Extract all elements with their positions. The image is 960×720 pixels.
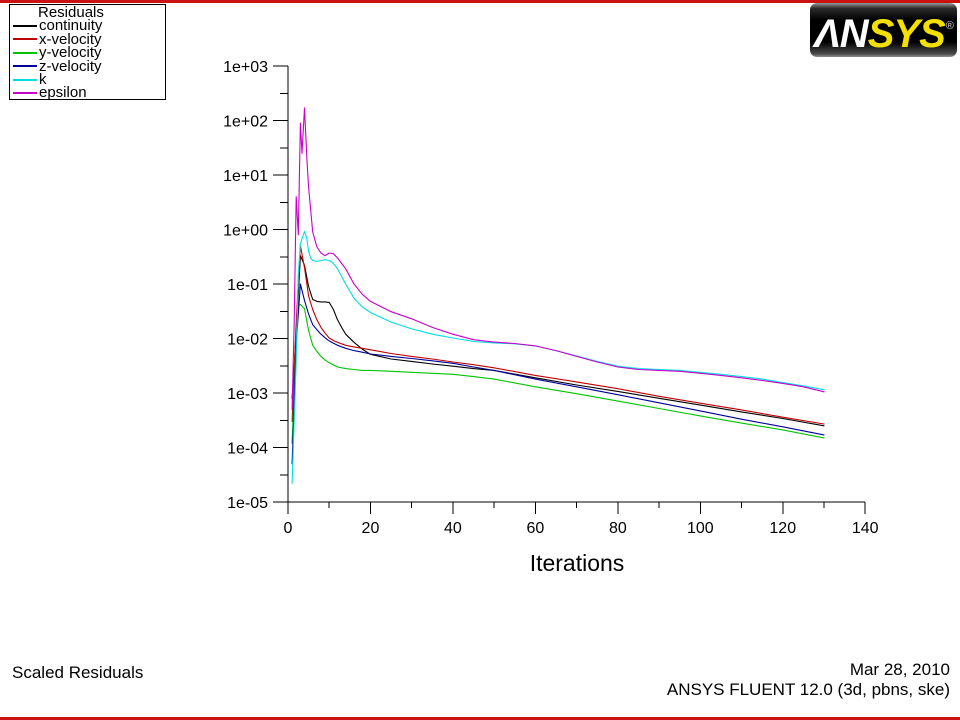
legend-entry-label: y-velocity: [39, 44, 102, 62]
ansys-logo: ΛNSYS®: [810, 3, 957, 57]
legend-entry-z-velocity: z-velocity: [10, 57, 165, 75]
legend-entry-epsilon: epsilon: [10, 84, 165, 102]
legend-entry-label: k: [39, 70, 47, 88]
legend-entry-label: continuity: [39, 17, 103, 35]
legend-line-swatch: [13, 51, 37, 54]
x-tick-label: 100: [687, 520, 714, 537]
x-tick-label: 60: [526, 520, 544, 537]
x-tick-label: 120: [769, 520, 796, 537]
legend-title: Residuals: [38, 4, 104, 21]
ansys-logo-an: ΛN: [814, 12, 869, 56]
y-tick-label: 1e+00: [223, 223, 268, 240]
series-line-epsilon: [291, 107, 825, 410]
residuals-legend: Residuals continuity x-velocity y-velocity…: [9, 4, 166, 102]
legend-entry-x-velocity: x-velocity: [10, 30, 165, 48]
legend-entry-continuity: continuity: [10, 17, 165, 35]
legend-entry-y-velocity: y-velocity: [10, 44, 165, 62]
window-top-border: [0, 0, 960, 3]
legend-line-swatch: [13, 25, 37, 28]
series-line-continuity: [291, 255, 825, 427]
y-tick-label: 1e-01: [227, 277, 268, 294]
y-tick-label: 1e-04: [227, 441, 268, 458]
x-tick-label: 40: [444, 520, 462, 537]
series-line-k: [291, 230, 825, 484]
legend-line-swatch: [13, 38, 37, 41]
y-tick-label: 1e+01: [223, 168, 268, 185]
legend-entry-label: epsilon: [39, 84, 87, 102]
series-line-y-velocity: [291, 303, 825, 444]
x-tick-label: 0: [284, 520, 293, 537]
x-axis-title: Iterations: [529, 550, 625, 576]
series-line-x-velocity: [291, 245, 825, 425]
footer-app-version: ANSYS FLUENT 12.0 (3d, pbns, ske): [666, 680, 950, 699]
footer-info: Mar 28, 2010 ANSYS FLUENT 12.0 (3d, pbns…: [667, 660, 950, 700]
series-line-z-velocity: [291, 283, 825, 465]
legend-entry-label: x-velocity: [39, 30, 102, 48]
y-tick-label: 1e+02: [223, 114, 268, 131]
legend-entry-label: z-velocity: [39, 57, 102, 75]
x-tick-label: 20: [362, 520, 380, 537]
ansys-logo-sys: SYS: [867, 12, 946, 56]
ansys-logo-text: ΛNSYS®: [814, 0, 954, 61]
legend-line-swatch: [13, 65, 37, 68]
legend-entry-k: k: [10, 70, 165, 88]
plot-title: Scaled Residuals: [12, 663, 144, 682]
window-bottom-border: [0, 717, 960, 720]
legend-line-swatch: [13, 78, 37, 81]
x-tick-label: 80: [609, 520, 627, 537]
y-tick-label: 1e-03: [227, 386, 268, 403]
y-tick-label: 1e-02: [227, 332, 268, 349]
legend-entries: continuity x-velocity y-velocity z-velocity…: [10, 17, 165, 102]
legend-line-swatch: [13, 92, 37, 95]
footer-date: Mar 28, 2010: [849, 660, 950, 679]
x-tick-label: 140: [852, 520, 879, 537]
y-tick-label: 1e-05: [227, 495, 268, 512]
y-tick-label: 1e+03: [223, 59, 268, 76]
registered-trademark-icon: ®: [945, 20, 954, 32]
